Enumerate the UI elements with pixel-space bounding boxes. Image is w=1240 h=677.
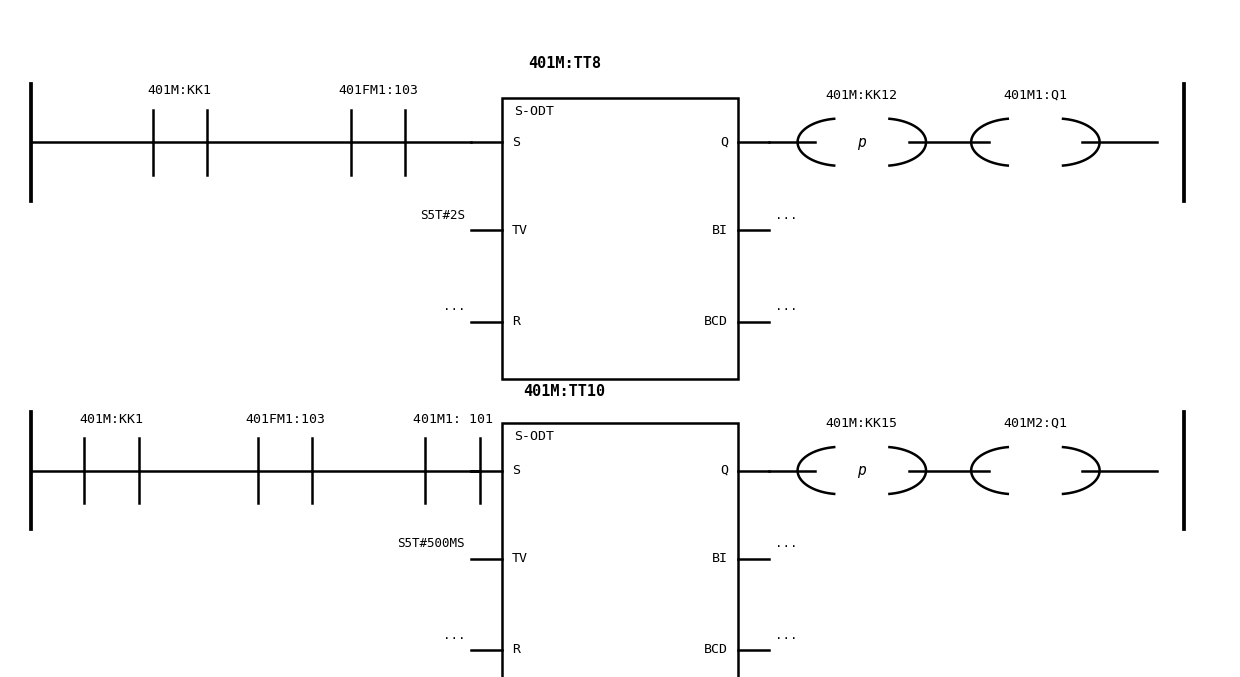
Text: S-ODT: S-ODT	[515, 430, 554, 443]
Text: BI: BI	[712, 552, 728, 565]
Text: BCD: BCD	[704, 315, 728, 328]
Text: 401M:KK15: 401M:KK15	[826, 417, 898, 430]
Text: 401M:TT8: 401M:TT8	[528, 56, 600, 71]
Text: ...: ...	[443, 629, 465, 642]
Text: 401M:KK1: 401M:KK1	[148, 85, 212, 97]
Text: R: R	[512, 315, 520, 328]
Text: S5T#2S: S5T#2S	[420, 209, 465, 222]
Text: R: R	[512, 643, 520, 657]
Text: 401M1:Q1: 401M1:Q1	[1003, 89, 1068, 102]
Text: TV: TV	[512, 552, 528, 565]
Text: p: p	[857, 463, 867, 478]
Text: ...: ...	[443, 301, 465, 313]
Text: 401M:KK1: 401M:KK1	[79, 413, 144, 426]
Text: 401FM1:103: 401FM1:103	[246, 413, 325, 426]
Text: BI: BI	[712, 223, 728, 237]
Text: ...: ...	[775, 538, 797, 550]
Text: ...: ...	[775, 209, 797, 222]
Text: p: p	[857, 135, 867, 150]
Text: Q: Q	[720, 135, 728, 149]
Text: S: S	[512, 135, 520, 149]
Text: S: S	[512, 464, 520, 477]
Text: ...: ...	[775, 629, 797, 642]
Text: ...: ...	[775, 301, 797, 313]
Text: 401M:KK12: 401M:KK12	[826, 89, 898, 102]
Text: BCD: BCD	[704, 643, 728, 657]
Text: Q: Q	[720, 464, 728, 477]
Text: 401M1: 101: 401M1: 101	[413, 413, 492, 426]
Text: 401M:TT10: 401M:TT10	[523, 385, 605, 399]
Bar	[502, 98, 738, 379]
Text: 401FM1:103: 401FM1:103	[339, 85, 418, 97]
Text: S5T#500MS: S5T#500MS	[398, 538, 465, 550]
Text: 401M2:Q1: 401M2:Q1	[1003, 417, 1068, 430]
Text: TV: TV	[512, 223, 528, 237]
Bar	[502, 423, 738, 677]
Text: S-ODT: S-ODT	[515, 105, 554, 118]
